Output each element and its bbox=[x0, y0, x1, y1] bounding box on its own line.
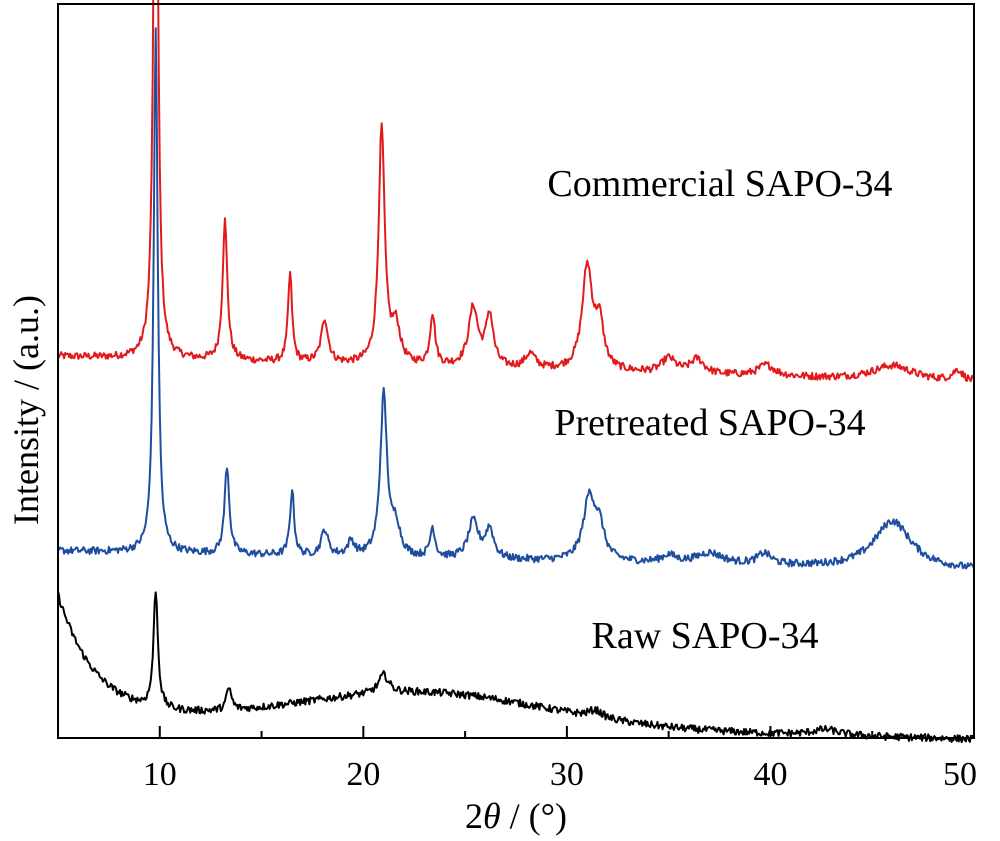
x-axis-tick-labels: 10 20 30 40 50 bbox=[143, 756, 977, 793]
x-tick-label: 20 bbox=[346, 756, 380, 793]
plot-frame bbox=[57, 3, 975, 739]
x-axis-ticks bbox=[57, 726, 975, 738]
x-tick-label: 10 bbox=[143, 756, 177, 793]
series-line-2 bbox=[57, 591, 975, 744]
x-tick-label: 50 bbox=[943, 756, 977, 793]
series-line-1 bbox=[57, 27, 975, 570]
series-label-raw: Raw SAPO-34 bbox=[592, 615, 819, 657]
y-axis-title: Intensity / (a.u.) bbox=[6, 295, 46, 525]
series-lines bbox=[57, 0, 975, 744]
x-tick-label: 40 bbox=[753, 756, 787, 793]
series-label-commercial: Commercial SAPO-34 bbox=[547, 163, 892, 205]
series-line-0 bbox=[57, 0, 975, 383]
x-tick-label: 30 bbox=[550, 756, 584, 793]
series-label-pretreated: Pretreated SAPO-34 bbox=[554, 402, 865, 444]
x-axis-title: 2θ / (°) bbox=[465, 796, 567, 836]
